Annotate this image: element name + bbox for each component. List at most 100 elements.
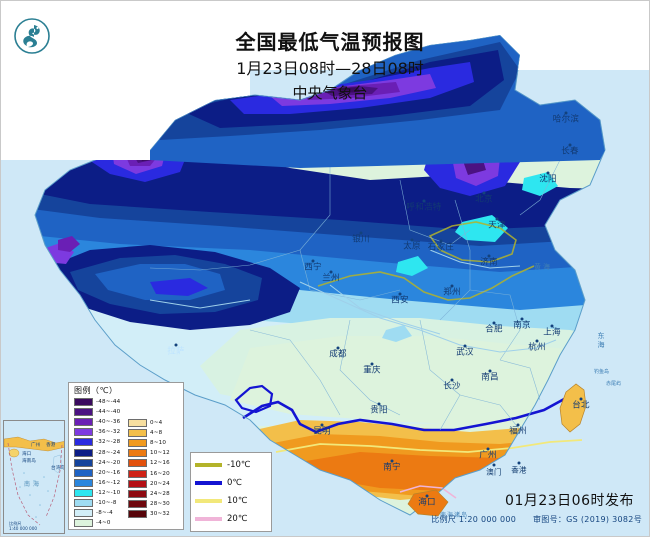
city-label: 香港	[511, 465, 527, 475]
legend-swatch	[74, 408, 93, 417]
legend-range-label: -12~-10	[96, 489, 121, 496]
legend-swatch	[128, 419, 147, 428]
city-label: 沈阳	[539, 174, 557, 185]
city-label: 石家庄	[427, 242, 455, 253]
contour-line-sample	[195, 517, 222, 521]
legend-row: 16~20	[128, 468, 170, 478]
legend-range-label: -32~-28	[96, 439, 121, 446]
legend-range-label: -40~-36	[96, 419, 121, 426]
legend-swatch	[74, 458, 93, 467]
city-dot	[425, 494, 429, 498]
city-dot	[492, 463, 496, 467]
contour-legend-label: 20℃	[227, 514, 248, 524]
legend-row: -32~-28	[74, 437, 120, 447]
page-title: 全国最低气温预报图	[235, 30, 425, 54]
city-dot	[517, 461, 521, 465]
inset-label-haikou: 海口	[22, 452, 32, 457]
legend-row: 30~32	[128, 509, 170, 519]
legend-range-label: 20~24	[150, 480, 170, 487]
city-dot	[410, 238, 414, 242]
city-dot	[174, 343, 178, 347]
legend-swatch	[128, 429, 147, 438]
legend-row: -12~-10	[74, 488, 120, 498]
legend-column-warm: 0~4 4~8 8~10 10~12 12~16 16~20 20~24 24~28 28~30…	[128, 418, 170, 519]
legend-row: -48~-44	[74, 397, 120, 407]
city-dot	[564, 111, 568, 115]
legend-swatch	[128, 449, 147, 458]
city-dot	[516, 423, 520, 427]
legend-swatch	[74, 418, 93, 427]
city-label: 南京	[513, 320, 531, 331]
legend-row: -40~-36	[74, 417, 120, 427]
city-label: 兰州	[322, 273, 340, 284]
city-dot	[488, 369, 492, 373]
inset-scale-label: 比例尺	[9, 521, 22, 526]
inset-label-hainan-island: 海南岛	[22, 459, 36, 464]
legend-range-label: 30~32	[150, 510, 170, 517]
city-label: 哈尔滨	[552, 114, 580, 125]
south-china-sea-inset: 海口 海南岛 广州 香港 台湾岛 南海 比例尺 1:40 000 000	[3, 420, 65, 534]
city-dot	[568, 143, 572, 147]
legend-swatch	[128, 439, 147, 448]
city-label: 福州	[509, 426, 527, 437]
city-label: 南昌	[481, 372, 499, 383]
city-dot	[398, 292, 402, 296]
legend-row: 12~16	[128, 458, 170, 468]
city-label: 澳门	[486, 467, 502, 477]
legend-swatch	[128, 469, 147, 478]
city-label: 太原	[403, 241, 421, 252]
legend-range-label: 0~4	[150, 420, 163, 427]
city-dot	[390, 459, 394, 463]
forecast-period: 1月23日08时—28日08时	[236, 59, 424, 78]
legend-range-label: 10~12	[150, 450, 170, 457]
legend-swatch	[128, 509, 147, 518]
city-dot	[377, 402, 381, 406]
city-dot	[550, 324, 554, 328]
city-label: 北京	[475, 194, 493, 205]
inset-label-guangzhou: 广州	[31, 443, 41, 448]
legend-range-label: 28~30	[150, 500, 170, 507]
sea-label-yellow-sea: 黄海	[534, 263, 552, 271]
temperature-legend: 图例（℃） -48~-44 -44~-40 -40~-36 -36~-32 -32~-2…	[68, 382, 184, 530]
city-label: 成都	[329, 349, 347, 360]
legend-row: 4~8	[128, 428, 170, 438]
legend-row: -16~-12	[74, 478, 120, 488]
city-label: 长沙	[443, 381, 461, 392]
city-dot	[579, 397, 583, 401]
legend-swatch	[74, 428, 93, 437]
city-label: 济南	[480, 257, 498, 268]
city-label: 广州	[479, 450, 497, 461]
contour-legend-row: 0℃	[195, 474, 271, 492]
city-label: 拉萨	[167, 346, 185, 357]
legend-range-label: -4~0	[96, 520, 111, 527]
sea-label-east-sea: 东海	[597, 332, 605, 350]
city-dot	[450, 284, 454, 288]
contour-line-sample	[195, 463, 222, 467]
legend-range-label: -8~-4	[96, 510, 113, 517]
legend-swatch	[128, 489, 147, 498]
legend-row: -28~-24	[74, 447, 120, 457]
contour-legend-label: 10℃	[227, 496, 248, 506]
inset-scale: 比例尺 1:40 000 000	[9, 521, 37, 531]
city-label: 呼和浩特	[406, 202, 442, 213]
legend-range-label: -36~-32	[96, 429, 121, 436]
cma-dragon-logo-icon	[10, 14, 54, 58]
city-label: 西安	[391, 295, 409, 306]
legend-range-label: 12~16	[150, 460, 170, 467]
city-label: 贵阳	[370, 405, 388, 416]
legend-range-label: -44~-40	[96, 409, 121, 416]
contour-legend-row: 10℃	[195, 492, 271, 510]
city-label: 西宁	[304, 262, 322, 273]
contour-line-sample	[195, 481, 222, 485]
city-dot	[359, 231, 363, 235]
legend-swatch	[74, 488, 93, 497]
issuer-name: 中央气象台	[292, 84, 368, 102]
legend-range-label: 24~28	[150, 490, 170, 497]
legend-row: -44~-40	[74, 407, 120, 417]
legend-row: -8~-4	[74, 508, 120, 518]
sea-label-diaoyu-island: 钓鱼岛	[594, 369, 610, 375]
city-dot	[492, 321, 496, 325]
legend-swatch	[74, 448, 93, 457]
contour-legend-label: 0℃	[227, 478, 242, 488]
